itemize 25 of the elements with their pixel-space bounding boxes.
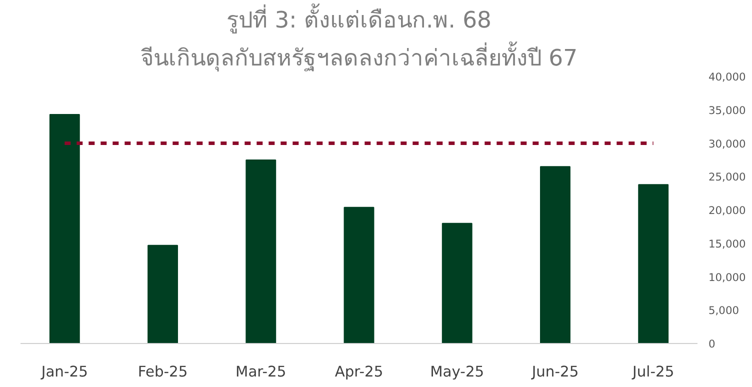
y-tick-label: 10,000 [708, 270, 746, 284]
bar [246, 159, 276, 344]
x-tick-label: May-25 [430, 364, 484, 380]
x-tick-label: Jan-25 [40, 364, 88, 380]
y-tick-label: 30,000 [708, 137, 746, 150]
bar [638, 184, 669, 344]
chart-title: รูปที่ 3: ตั้งแต่เดือนก.พ. 68 [226, 4, 492, 34]
y-tick-label: 25,000 [708, 170, 746, 184]
y-tick-label: 0 [708, 338, 716, 350]
y-tick-label: 35,000 [708, 104, 746, 117]
x-tick-label: Jul-25 [632, 364, 674, 380]
x-tick-label: Mar-25 [236, 364, 286, 380]
y-tick-label: 15,000 [708, 237, 746, 250]
bar [49, 114, 80, 344]
x-tick-label: Apr-25 [334, 364, 384, 380]
bar [148, 244, 178, 344]
y-tick-label: 40,000 [708, 70, 746, 84]
bar [540, 166, 570, 344]
x-tick-label: Jun-25 [530, 364, 579, 380]
chart-subtitle: จีนเกินดุลกับสหรัฐฯลดลงกว่าค่าเฉลี่ยทั้งปี 67 [140, 42, 578, 72]
y-tick-label: 5,000 [708, 304, 740, 318]
y-tick-label: 20,000 [708, 204, 746, 217]
bar [442, 222, 472, 344]
bar [344, 206, 374, 344]
x-tick-label: Feb-25 [138, 364, 188, 380]
